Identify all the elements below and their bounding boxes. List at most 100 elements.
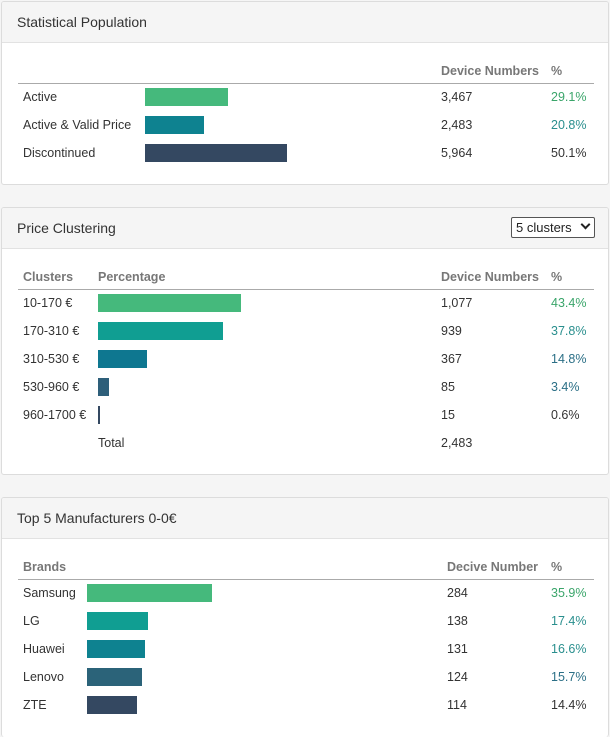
row-percentage: 14.4% (551, 698, 587, 712)
panel-title: Top 5 Manufacturers 0-0€ (17, 510, 177, 526)
row-bar-cell (82, 663, 442, 691)
row-label: 310-530 € (23, 352, 80, 366)
row-device-count: 2,483 (441, 118, 473, 132)
total-row: Total 2,483 (18, 429, 594, 457)
row-device-count: 85 (441, 380, 455, 394)
devices-header: Decive Number (442, 555, 546, 580)
share-bar (87, 612, 148, 630)
row-label: Discontinued (23, 146, 96, 160)
row-device-count: 367 (441, 352, 462, 366)
clusters-select-value: 5 clusters (516, 220, 572, 235)
row-device-count: 114 (447, 698, 467, 712)
row-bar-cell (82, 579, 442, 607)
devices-header: Device Numbers (436, 59, 546, 84)
row-label: 530-960 € (23, 380, 80, 394)
share-bar (87, 668, 142, 686)
row-bar-cell (93, 401, 436, 429)
share-bar (145, 144, 287, 162)
row-device-count: 5,964 (441, 146, 473, 160)
row-bar-cell (140, 83, 436, 111)
row-bar-cell (93, 317, 436, 345)
table-row: 10-170 € 1,077 43.4% (18, 289, 594, 317)
total-pct-empty (546, 429, 594, 457)
table-row: 170-310 € 939 37.8% (18, 317, 594, 345)
statistical-population-table: Device Numbers % Active 3,467 29.1% Active … (18, 59, 594, 167)
statistical-population-panel: Statistical Population Device Numbers % … (1, 1, 609, 185)
row-device-count: 1,077 (441, 296, 473, 311)
row-label: 960-1700 € (23, 408, 87, 422)
devices-header: Device Numbers (436, 265, 546, 290)
row-label: ZTE (23, 698, 47, 712)
row-label: LG (23, 614, 40, 628)
clusters-select[interactable]: 5 clusters (511, 217, 595, 238)
row-percentage: 17.4% (551, 614, 587, 628)
row-device-count: 939 (441, 324, 462, 338)
table-row: Lenovo 124 15.7% (18, 663, 594, 691)
row-bar-cell (93, 289, 436, 317)
row-percentage: 43.4% (551, 296, 587, 311)
row-label: Samsung (23, 586, 76, 601)
panel-header: Top 5 Manufacturers 0-0€ (2, 498, 608, 539)
row-device-count: 3,467 (441, 90, 473, 105)
row-label: 170-310 € (23, 324, 80, 338)
share-bar (145, 88, 228, 107)
row-bar-cell (140, 111, 436, 139)
table-row: 960-1700 € 15 0.6% (18, 401, 594, 429)
panel-header: Price Clustering 5 clusters (2, 208, 608, 249)
bar-header (82, 555, 442, 580)
table-row: 310-530 € 367 14.8% (18, 345, 594, 373)
table-row: Discontinued 5,964 50.1% (18, 139, 594, 167)
share-bar (98, 378, 109, 396)
row-percentage: 20.8% (551, 118, 587, 132)
panel-title: Statistical Population (17, 14, 147, 30)
pct-header: % (546, 265, 594, 290)
share-bar (87, 584, 212, 603)
table-row: Active & Valid Price 2,483 20.8% (18, 111, 594, 139)
label-header (18, 59, 140, 84)
share-bar (145, 116, 204, 134)
share-bar (87, 640, 145, 658)
row-percentage: 15.7% (551, 670, 587, 684)
pct-header: % (546, 555, 594, 580)
row-device-count: 131 (447, 642, 468, 656)
price-clustering-panel: Price Clustering 5 clusters Clusters Per… (1, 207, 609, 475)
pct-header: % (546, 59, 594, 84)
row-percentage: 3.4% (551, 380, 580, 394)
table-row: 530-960 € 85 3.4% (18, 373, 594, 401)
total-label: Total (98, 436, 125, 450)
row-bar-cell (82, 635, 442, 663)
row-percentage: 14.8% (551, 352, 587, 366)
row-label: Lenovo (23, 670, 65, 684)
chevron-down-icon (580, 219, 591, 230)
row-percentage: 29.1% (551, 90, 587, 105)
table-row: LG 138 17.4% (18, 607, 594, 635)
row-label: Active (23, 90, 58, 105)
percentage-header: Percentage (93, 265, 436, 290)
panel-header: Statistical Population (2, 2, 608, 43)
row-bar-cell (93, 373, 436, 401)
price-clustering-table: Clusters Percentage Device Numbers % 10-… (18, 265, 594, 457)
share-bar (98, 406, 100, 424)
top-manufacturers-panel: Top 5 Manufacturers 0-0€ Brands Decive N… (1, 497, 609, 737)
share-bar (98, 322, 223, 340)
row-bar-cell (82, 691, 442, 719)
share-bar (98, 294, 241, 313)
row-bar-cell (82, 607, 442, 635)
row-device-count: 284 (447, 586, 468, 601)
row-label: Active & Valid Price (23, 118, 132, 132)
table-row: Huawei 131 16.6% (18, 635, 594, 663)
row-device-count: 138 (447, 614, 468, 628)
row-percentage: 35.9% (551, 586, 587, 601)
table-row: ZTE 114 14.4% (18, 691, 594, 719)
share-bar (87, 696, 137, 714)
table-row: Active 3,467 29.1% (18, 83, 594, 111)
clusters-header: Clusters (18, 265, 93, 290)
share-bar (98, 350, 147, 368)
row-device-count: 124 (447, 670, 468, 684)
bar-header (140, 59, 436, 84)
total-empty-cell (18, 429, 93, 457)
panel-title: Price Clustering (17, 220, 116, 236)
row-percentage: 37.8% (551, 324, 587, 338)
row-label: Huawei (23, 642, 65, 656)
row-device-count: 15 (441, 408, 455, 422)
